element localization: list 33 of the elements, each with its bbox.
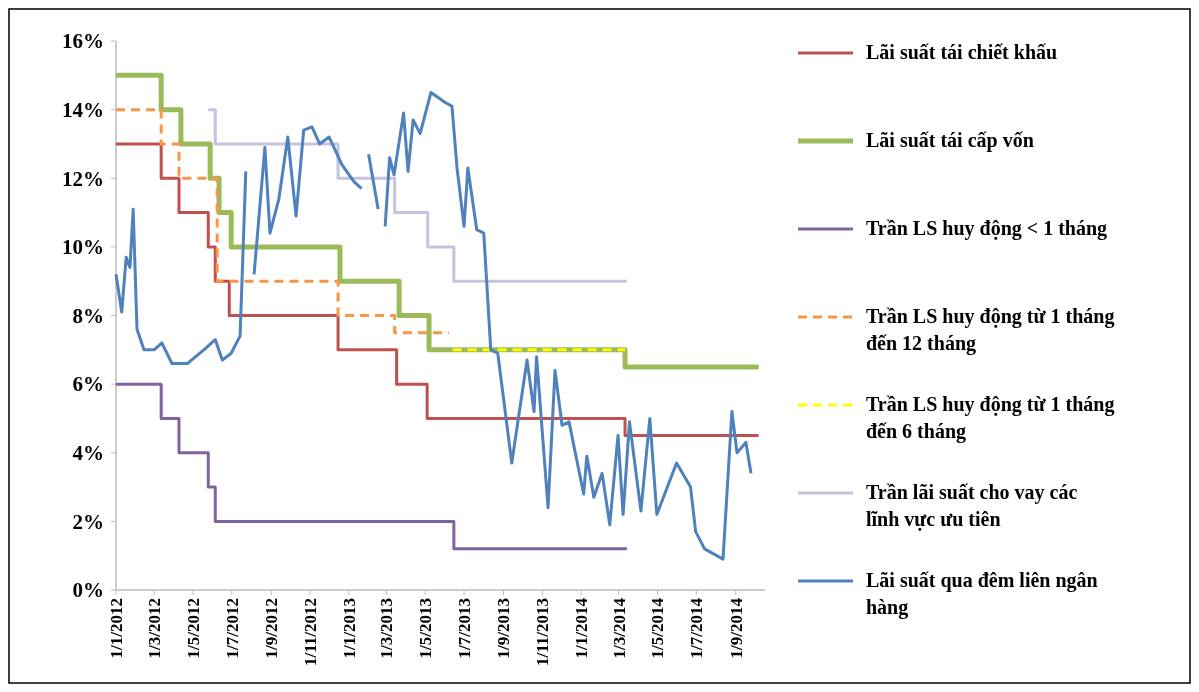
x-tick-label: 1/7/2014 — [687, 597, 707, 659]
x-tick-label: 1/9/2014 — [726, 597, 746, 659]
y-tick-label: 0% — [72, 578, 104, 603]
x-tick-label: 1/11/2012 — [301, 598, 321, 667]
y-tick-label: 2% — [72, 509, 104, 534]
x-tick-label: 1/7/2013 — [454, 598, 474, 659]
x-tick-label: 1/1/2014 — [572, 597, 592, 659]
x-tick-label: 1/9/2012 — [262, 598, 282, 659]
x-tick-label: 1/1/2013 — [339, 598, 359, 659]
y-tick-label: 14% — [62, 97, 104, 122]
y-tick-label: 4% — [72, 441, 104, 466]
x-tick-label: 1/5/2012 — [183, 598, 203, 659]
y-tick-label: 8% — [72, 303, 104, 328]
legend-label: Trần LS huy động < 1 tháng — [866, 217, 1108, 240]
x-tick-label: 1/9/2013 — [494, 598, 514, 659]
y-tick-label: 12% — [62, 166, 104, 191]
y-tick-label: 16% — [62, 29, 104, 54]
x-tick-label: 1/7/2012 — [222, 598, 242, 659]
x-tick-label: 1/5/2014 — [648, 597, 668, 659]
x-tick-label: 1/3/2013 — [377, 598, 397, 659]
x-tick-label: 1/3/2014 — [609, 597, 629, 659]
y-tick-label: 10% — [62, 235, 104, 260]
x-tick-label: 1/3/2012 — [145, 598, 165, 659]
x-tick-label: 1/5/2013 — [416, 598, 436, 659]
legend-label: Lãi suất tái chiết khấu — [866, 41, 1058, 63]
legend-label: Trần lãi suất cho vay các lĩnh vực ưu tiên — [866, 481, 1078, 531]
legend-label: Lãi suất tái cấp vốn — [866, 129, 1034, 152]
x-tick-label: 1/1/2012 — [106, 598, 126, 659]
legend-label: Trần LS huy động từ 1 tháng đến 12 tháng — [866, 305, 1115, 355]
legend-label: Lãi suất qua đêm liên ngân hàng — [866, 569, 1098, 619]
y-tick-label: 6% — [72, 372, 104, 397]
x-tick-label: 1/11/2013 — [533, 598, 553, 667]
legend-label: Trần LS huy động từ 1 tháng đến 6 tháng — [866, 393, 1115, 443]
